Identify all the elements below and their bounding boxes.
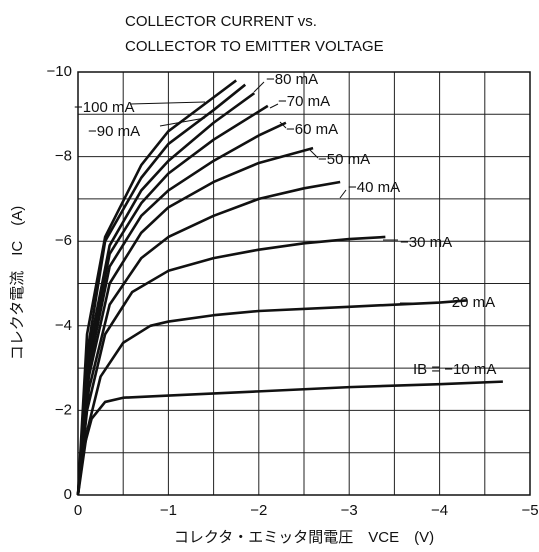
- curve: [76, 146, 314, 496]
- curve: [76, 79, 237, 496]
- leader-line: [269, 103, 279, 109]
- chart-title: COLLECTOR TO EMITTER VOLTAGE: [125, 38, 384, 55]
- y-tick-label: −10: [47, 63, 72, 80]
- curve: [76, 180, 341, 496]
- y-tick-label: −8: [55, 148, 72, 165]
- curve-label: −80 mA: [266, 71, 318, 88]
- y-tick-label: −4: [55, 317, 72, 334]
- curve: [76, 299, 467, 496]
- x-tick-label: −5: [521, 502, 538, 519]
- curve-label: IB = −10 mA: [413, 361, 496, 378]
- curve-label: −90 mA: [88, 123, 140, 140]
- leader-line: [339, 189, 347, 199]
- x-tick-label: −1: [160, 502, 177, 519]
- curve-label: −20 mA: [443, 294, 495, 311]
- curve: [76, 83, 247, 496]
- curve: [76, 121, 287, 496]
- leader-line: [129, 101, 206, 105]
- curve-label: −40 mA: [348, 179, 400, 196]
- leader-line: [253, 81, 265, 93]
- curve-label: −60 mA: [286, 121, 338, 138]
- x-tick-label: −3: [341, 502, 358, 519]
- y-tick-label: −6: [55, 232, 72, 249]
- curve-label: −30 mA: [400, 234, 452, 251]
- y-tick-label: 0: [64, 486, 72, 503]
- y-tick-label: −2: [55, 401, 72, 418]
- curve-label: −70 mA: [278, 93, 330, 110]
- leader-line: [309, 149, 319, 159]
- x-tick-label: −2: [250, 502, 267, 519]
- x-axis-label: コレクタ・エミッタ間電圧 VCE (V): [174, 529, 434, 546]
- x-tick-label: 0: [74, 502, 82, 519]
- curve: [76, 235, 386, 496]
- curve-label: −100 mA: [74, 99, 134, 116]
- chart-title: COLLECTOR CURRENT vs.: [125, 13, 317, 30]
- y-axis-label: コレクタ電流 IC (A): [9, 206, 26, 360]
- leader-line: [279, 121, 287, 129]
- x-tick-label: −4: [431, 502, 448, 519]
- plot-frame: [77, 71, 531, 496]
- curve-label: −50 mA: [318, 151, 370, 168]
